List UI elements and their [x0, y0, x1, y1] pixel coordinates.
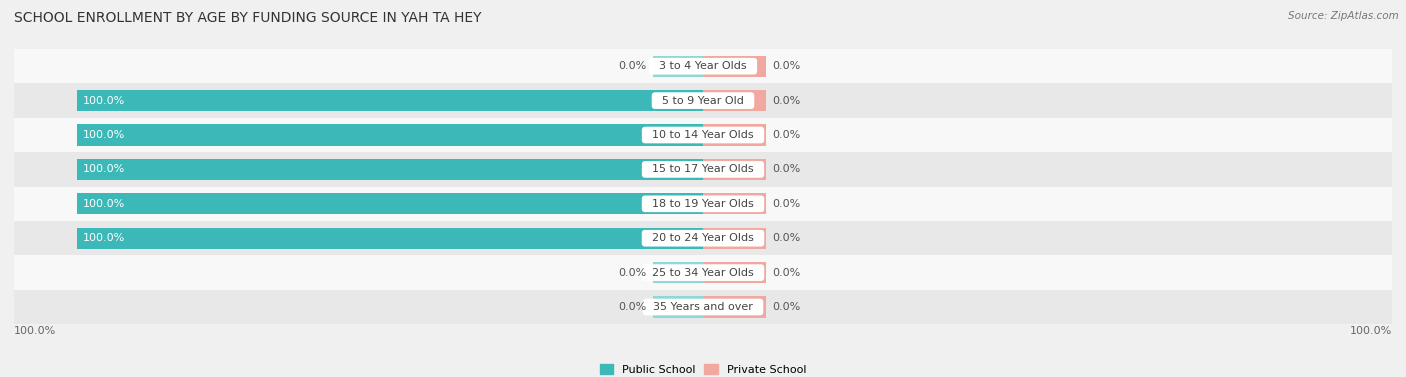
- Text: 100.0%: 100.0%: [83, 233, 125, 243]
- Legend: Public School, Private School: Public School, Private School: [595, 360, 811, 377]
- Bar: [652, 55, 703, 77]
- Text: 35 Years and over: 35 Years and over: [647, 302, 759, 312]
- Text: 100.0%: 100.0%: [83, 96, 125, 106]
- Bar: [77, 90, 703, 111]
- Bar: [703, 124, 766, 146]
- Text: 0.0%: 0.0%: [772, 302, 800, 312]
- Bar: [703, 55, 766, 77]
- Text: 0.0%: 0.0%: [619, 268, 647, 277]
- Bar: [703, 159, 766, 180]
- Text: 18 to 19 Year Olds: 18 to 19 Year Olds: [645, 199, 761, 209]
- Bar: [14, 221, 1392, 256]
- Bar: [77, 193, 703, 215]
- Text: 0.0%: 0.0%: [772, 96, 800, 106]
- Text: 0.0%: 0.0%: [619, 61, 647, 71]
- Bar: [652, 262, 703, 283]
- Bar: [703, 228, 766, 249]
- Text: 100.0%: 100.0%: [14, 326, 56, 336]
- Bar: [77, 228, 703, 249]
- Text: 25 to 34 Year Olds: 25 to 34 Year Olds: [645, 268, 761, 277]
- Bar: [703, 90, 766, 111]
- Text: 100.0%: 100.0%: [83, 199, 125, 209]
- Bar: [14, 152, 1392, 187]
- Bar: [77, 124, 703, 146]
- Bar: [703, 193, 766, 215]
- Text: SCHOOL ENROLLMENT BY AGE BY FUNDING SOURCE IN YAH TA HEY: SCHOOL ENROLLMENT BY AGE BY FUNDING SOUR…: [14, 11, 482, 25]
- Bar: [703, 296, 766, 318]
- Bar: [652, 296, 703, 318]
- Bar: [77, 159, 703, 180]
- Bar: [14, 187, 1392, 221]
- Bar: [14, 118, 1392, 152]
- Bar: [14, 256, 1392, 290]
- Text: 10 to 14 Year Olds: 10 to 14 Year Olds: [645, 130, 761, 140]
- Text: 0.0%: 0.0%: [772, 130, 800, 140]
- Text: Source: ZipAtlas.com: Source: ZipAtlas.com: [1288, 11, 1399, 21]
- Text: 0.0%: 0.0%: [772, 268, 800, 277]
- Text: 0.0%: 0.0%: [772, 233, 800, 243]
- Text: 15 to 17 Year Olds: 15 to 17 Year Olds: [645, 164, 761, 175]
- Bar: [703, 262, 766, 283]
- Text: 0.0%: 0.0%: [772, 61, 800, 71]
- Text: 0.0%: 0.0%: [772, 164, 800, 175]
- Text: 0.0%: 0.0%: [772, 199, 800, 209]
- Text: 0.0%: 0.0%: [619, 302, 647, 312]
- Text: 100.0%: 100.0%: [83, 164, 125, 175]
- Text: 20 to 24 Year Olds: 20 to 24 Year Olds: [645, 233, 761, 243]
- Bar: [14, 290, 1392, 324]
- Text: 100.0%: 100.0%: [1350, 326, 1392, 336]
- Bar: [14, 49, 1392, 83]
- Text: 100.0%: 100.0%: [83, 130, 125, 140]
- Text: 5 to 9 Year Old: 5 to 9 Year Old: [655, 96, 751, 106]
- Text: 3 to 4 Year Olds: 3 to 4 Year Olds: [652, 61, 754, 71]
- Bar: [14, 83, 1392, 118]
